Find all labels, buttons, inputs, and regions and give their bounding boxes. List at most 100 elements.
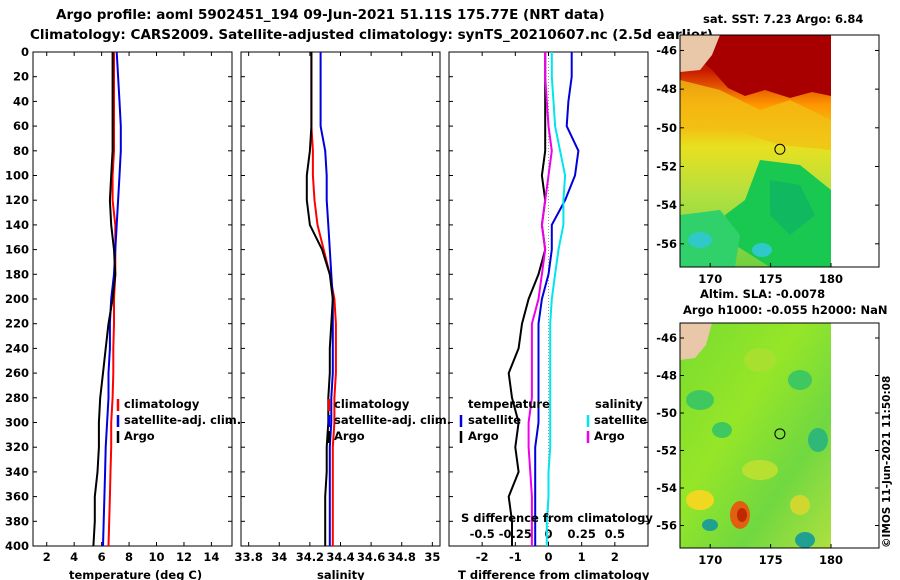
x-tick-label: 12	[176, 550, 192, 564]
x2-tick-label: -0.25	[499, 527, 532, 541]
sst-map-title: sat. SST: 7.23 Argo: 6.84	[703, 12, 863, 26]
map-y-tick-label: -56	[656, 519, 677, 533]
map-y-tick-label: -52	[656, 444, 677, 458]
difference-legend: temperature satellite Argo salinity sate…	[459, 397, 647, 443]
sla-map-title: Altim. SLA: -0.0078	[700, 287, 825, 301]
credit-text: ©IMOS 11-Jun-2021 11:50:08	[881, 376, 893, 548]
series-line-temperature-satellite	[534, 52, 580, 546]
legend-label-climatology: climatology	[334, 397, 410, 411]
depth-tick-label: 340	[5, 465, 29, 479]
depth-tick-label: 300	[5, 416, 29, 430]
x-tick-label: 34.6	[357, 550, 385, 564]
sla-map-y-axis: -46 -48 -50 -52 -54 -56	[656, 331, 879, 533]
difference-xlabel: T difference from climatology	[458, 568, 650, 580]
x-tick-label: 1	[578, 550, 586, 564]
map-y-tick-label: -54	[656, 481, 677, 495]
legend-label-satellite: satellite-adj. clim.	[334, 413, 451, 427]
legend-label-argo: Argo	[334, 429, 365, 443]
x-tick-label: 0	[544, 550, 552, 564]
sst-map-x-axis: 170 175 180	[698, 263, 843, 286]
title-line-2: Climatology: CARS2009. Satellite-adjuste…	[30, 27, 713, 43]
sla-map-panel: Altim. SLA: -0.0078 Argo h1000: -0.055 h…	[656, 287, 887, 567]
difference-x-axis: -2 -1 0 1 2	[476, 52, 619, 564]
x-tick-label: -2	[476, 550, 489, 564]
map-y-tick-label: -50	[656, 406, 677, 420]
sst-map-frame	[679, 34, 880, 268]
x2-tick-label: 0.5	[605, 527, 625, 541]
difference-series	[507, 52, 580, 546]
x-tick-label: 8	[125, 550, 133, 564]
salinity-legend: climatology satellite-adj. clim. Argo	[327, 397, 451, 443]
x2-tick-label: -0.5	[470, 527, 495, 541]
map-y-tick-label: -56	[656, 237, 677, 251]
salinity-depth-ticks	[241, 51, 440, 547]
difference-depth-ticks	[449, 51, 648, 547]
map-x-tick-label: 170	[698, 272, 722, 286]
difference-panel: -2 -1 0 1 2 -0.5 -0.25 0 0.25 0.5 S difference f…	[448, 51, 653, 580]
x-tick-label: 2	[611, 550, 619, 564]
salinity-xlabel: salinity	[317, 568, 365, 580]
x2-tick-label: 0	[544, 527, 552, 541]
series-line-temperature-argo	[507, 52, 547, 546]
temperature-panel: 0 20 40 60 80 100 120 140 160 180 200 220 240 260 280 3…	[5, 45, 241, 580]
x-tick-label: 6	[98, 550, 106, 564]
x-tick-label: 34	[271, 550, 287, 564]
series-line-salinity-satellite	[545, 52, 567, 546]
salinity-diff-axis: -0.5 -0.25 0 0.25 0.5	[470, 527, 625, 541]
depth-tick-label: 60	[13, 119, 29, 133]
salinity-plot-frame	[240, 51, 441, 547]
x-tick-label: 10	[149, 550, 165, 564]
depth-tick-label: 200	[5, 292, 29, 306]
map-y-tick-label: -48	[656, 369, 677, 383]
sst-map-image	[680, 35, 831, 267]
depth-tick-label: 40	[13, 94, 29, 108]
temperature-xlabel: temperature (deg C)	[69, 568, 202, 580]
temperature-legend: climatology satellite-adj. clim. Argo	[116, 397, 241, 443]
map-y-tick-label: -54	[656, 198, 677, 212]
depth-tick-label: 100	[5, 169, 29, 183]
map-y-tick-label: -46	[656, 43, 677, 57]
sla-map-x-axis: 170 175 180	[698, 544, 843, 567]
x-tick-label: 14	[203, 550, 219, 564]
series-line-argo	[92, 52, 117, 547]
depth-tick-label: 360	[5, 490, 29, 504]
series-line-satellite-adj-clim-	[102, 51, 122, 547]
legend-label-s-satellite: satellite	[594, 413, 647, 427]
legend-label-t-argo: Argo	[468, 429, 499, 443]
depth-tick-label: 320	[5, 440, 29, 454]
salinity-series	[305, 52, 337, 546]
temperature-plot-frame	[32, 51, 233, 547]
depth-tick-label: 80	[13, 144, 29, 158]
depth-tick-label: 280	[5, 391, 29, 405]
map-x-tick-label: 175	[759, 553, 783, 567]
legend-label-climatology: climatology	[124, 397, 200, 411]
depth-tick-label: 380	[5, 514, 29, 528]
depth-tick-label: 400	[5, 539, 29, 553]
depth-tick-label: 240	[5, 341, 29, 355]
float-position-marker	[774, 143, 786, 155]
map-y-tick-label: -46	[656, 331, 677, 345]
depth-tick-label: 220	[5, 317, 29, 331]
x2-tick-label: 0.25	[567, 527, 595, 541]
sla-map-image	[680, 323, 831, 548]
depth-tick-label: 160	[5, 243, 29, 257]
depth-tick-label: 140	[5, 218, 29, 232]
sst-map-panel: sat. SST: 7.23 Argo: 6.84 170 175 180 -46 -…	[656, 12, 880, 286]
legend-label-argo: Argo	[124, 429, 155, 443]
x-tick-label: 4	[70, 550, 78, 564]
x-tick-label: 34.8	[388, 550, 416, 564]
depth-axis: 0 20 40 60 80 100 120 140 160 180 200 220 240 260 280 3…	[5, 45, 232, 553]
sst-map-y-axis: -46 -48 -50 -52 -54 -56	[656, 43, 879, 251]
depth-tick-label: 20	[13, 70, 29, 84]
sla-map-frame	[679, 322, 880, 549]
legend-label-satellite: satellite-adj. clim.	[124, 413, 241, 427]
x-tick-label: 2	[43, 550, 51, 564]
salinity-diff-label: S difference from climatology	[461, 511, 653, 525]
temperature-series	[92, 51, 122, 547]
map-y-tick-label: -48	[656, 82, 677, 96]
depth-tick-label: 260	[5, 366, 29, 380]
map-y-tick-label: -52	[656, 159, 677, 173]
legend-title-temperature: temperature	[468, 397, 550, 411]
x-tick-label: 34.4	[326, 550, 354, 564]
